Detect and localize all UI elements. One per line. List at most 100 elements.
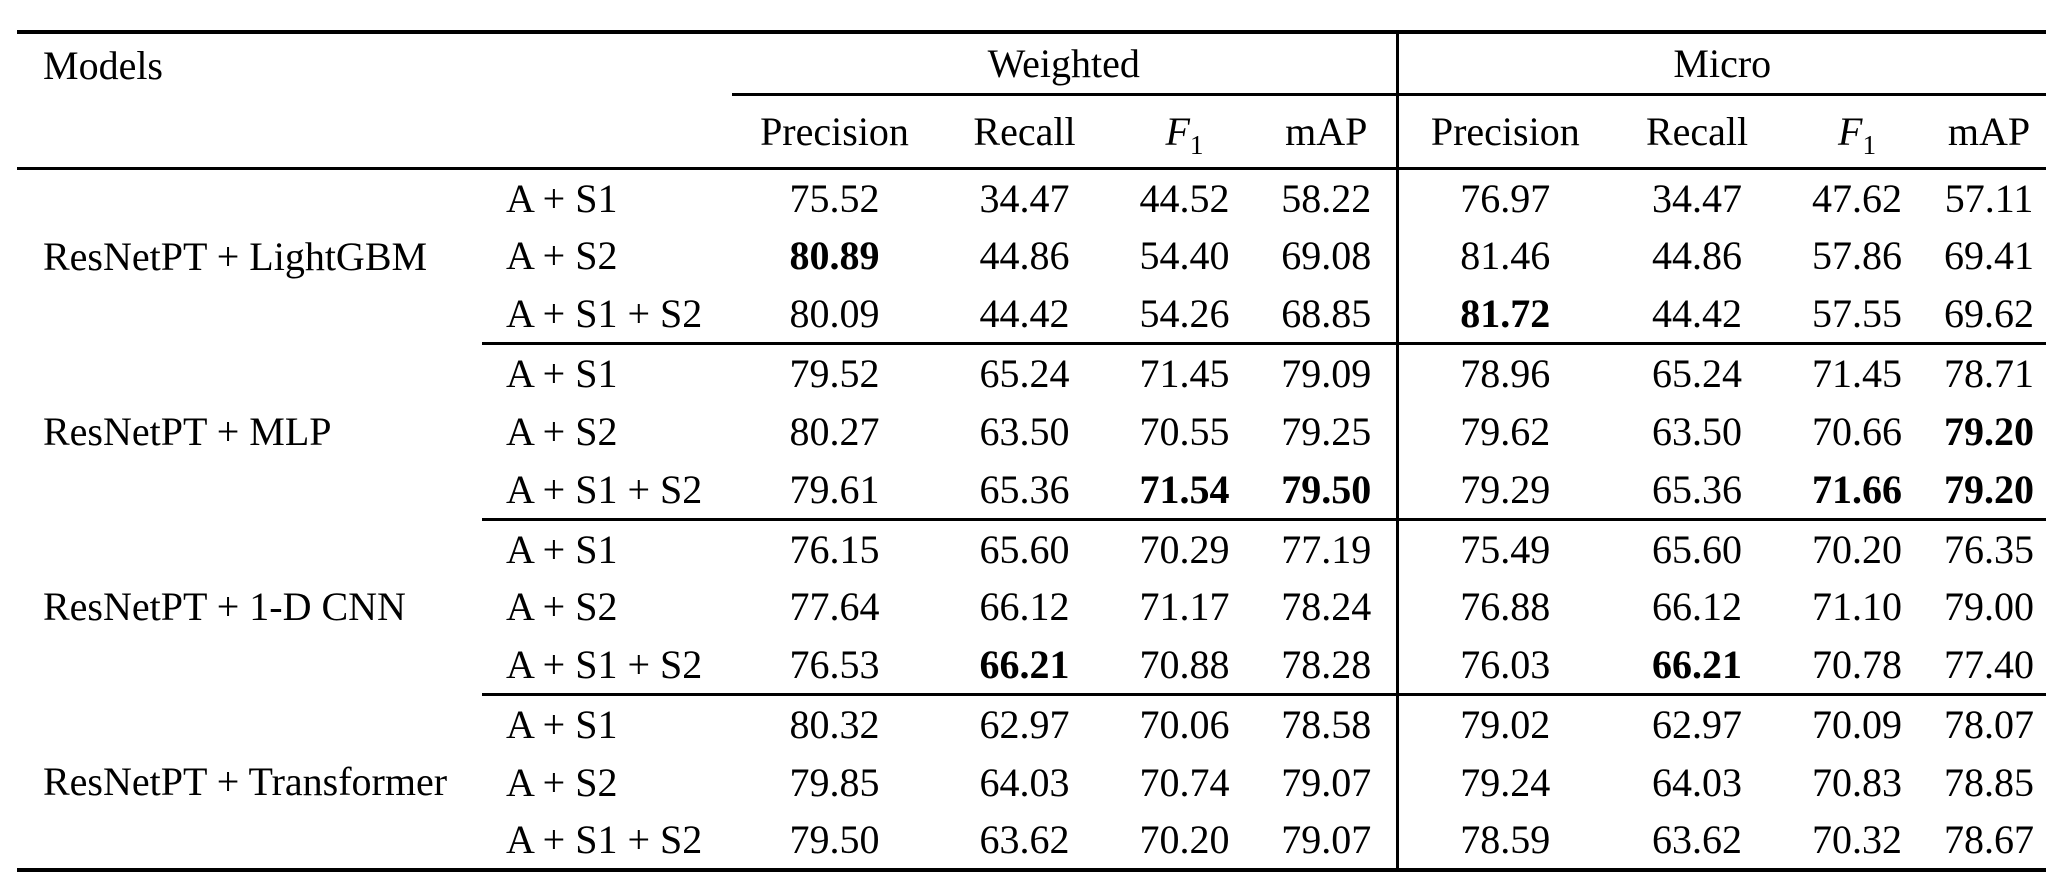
models-header: Models	[43, 43, 163, 88]
micro-precision-value: 79.02	[1395, 694, 1613, 753]
group-weighted-header: Weighted	[732, 32, 1398, 96]
weighted-f1-value: 71.45	[1139, 351, 1230, 396]
metric-header-weighted-f1: F1	[1112, 94, 1257, 170]
weighted-f1-value: 71.54	[1112, 460, 1257, 521]
feature-set: A + S1	[506, 351, 618, 396]
table-row: A + S1 + S2 79.61 65.36 71.54 79.50 79.29 65.3…	[17, 460, 2047, 521]
weighted-precision-value: 79.61	[732, 460, 937, 521]
feature-set: A + S2	[506, 584, 618, 630]
micro-recall-value: 66.12	[1652, 584, 1743, 630]
feature-set: A + S1 + S2	[506, 817, 703, 863]
micro-map-value: 79.00	[1944, 584, 2035, 630]
weighted-precision-value: 80.27	[789, 408, 880, 454]
micro-precision-value: 78.96	[1395, 343, 1613, 402]
table-row: ResNetPT + MLP A + S1 79.52 65.24 71.45 79.09…	[17, 343, 2046, 454]
weighted-recall-value: 66.12	[979, 584, 1070, 630]
table-row: A + S2 80.27 63.50 70.55 79.25 79.62 63.50 70.6…	[17, 402, 2046, 461]
feature-set: A + S1	[506, 526, 618, 572]
micro-f1-value: 70.09	[1812, 702, 1903, 747]
weighted-precision-value: 79.52	[789, 351, 880, 396]
micro-precision-value: 81.72	[1395, 285, 1613, 345]
weighted-recall-value: 44.86	[979, 233, 1070, 279]
weighted-map-value: 78.24	[1281, 584, 1372, 630]
weighted-precision-value: 76.15	[789, 526, 880, 572]
weighted-map-value: 79.25	[1281, 408, 1372, 454]
feature-set: A + S1 + S2	[482, 285, 732, 345]
model-name: ResNetPT + MLP	[43, 408, 332, 454]
metric-header-micro-recall: Recall	[1612, 94, 1783, 170]
micro-f1-value: 71.66	[1782, 460, 1933, 521]
micro-recall-value: 34.47	[1652, 175, 1743, 221]
header-group-row: Models Weighted Micro	[17, 32, 2047, 96]
micro-map-value: 69.41	[1944, 233, 2035, 279]
micro-recall-value: 62.97	[1652, 702, 1743, 747]
metric-f-subscript: 1	[1189, 129, 1204, 160]
micro-precision-value: 79.24	[1395, 753, 1613, 812]
metric-header-micro-f1: F1	[1782, 94, 1933, 170]
table-row: A + S2 80.89 44.86 54.40 69.08 81.46 44.86 57.8…	[17, 226, 2046, 285]
micro-f1-value: 70.83	[1812, 759, 1903, 805]
weighted-precision-value: 77.64	[789, 584, 880, 630]
weighted-map-value: 79.09	[1281, 351, 1372, 396]
micro-recall-value: 63.50	[1652, 408, 1743, 454]
weighted-f1-value: 70.74	[1139, 759, 1230, 805]
micro-map-value: 77.40	[1932, 636, 2047, 696]
table-row: A + S1 + S2 79.50 63.62 70.20 79.07 78.59 63.6…	[17, 811, 2046, 870]
micro-f1-value: 70.20	[1812, 526, 1903, 572]
micro-f1-value: 70.66	[1812, 408, 1903, 454]
weighted-map-value: 58.22	[1281, 175, 1372, 221]
weighted-recall-value: 65.60	[979, 526, 1070, 572]
weighted-recall-value: 65.24	[979, 351, 1070, 396]
micro-recall-value: 64.03	[1652, 759, 1743, 805]
micro-precision-value: 81.46	[1395, 226, 1613, 285]
weighted-recall-value: 62.97	[979, 702, 1070, 747]
micro-map-value: 78.85	[1944, 759, 2035, 805]
model-name: ResNetPT + 1-D CNN	[43, 584, 406, 630]
micro-f1-value: 57.55	[1782, 285, 1933, 345]
model-name: ResNetPT + Transformer	[43, 758, 448, 804]
header-metrics-row: Precision Recall F1 mAP Precision Recall F1 mAP	[17, 94, 2047, 170]
micro-precision-value: 76.97	[1395, 168, 1613, 227]
weighted-recall-value: 63.62	[979, 817, 1070, 863]
weighted-precision-value: 75.52	[789, 175, 880, 221]
table-header: Models Weighted Micro Precision Recall F1 mAP P…	[17, 32, 2047, 170]
weighted-f1-value: 70.29	[1139, 526, 1230, 572]
weighted-map-value: 79.07	[1281, 759, 1372, 805]
metric-header-weighted-recall: Recall	[937, 94, 1112, 170]
feature-set: A + S2	[506, 759, 618, 805]
micro-map-value: 78.71	[1944, 351, 2035, 396]
micro-map-value: 78.07	[1944, 702, 2035, 747]
metric-header-micro-map: mAP	[1932, 94, 2047, 170]
micro-f1-value: 47.62	[1812, 175, 1903, 221]
weighted-precision-value: 79.85	[789, 759, 880, 805]
micro-f1-value: 70.32	[1812, 817, 1903, 863]
table-row: A + S2 77.64 66.12 71.17 78.24 76.88 66.12 71.1…	[17, 577, 2046, 636]
weighted-map-value: 68.85	[1257, 285, 1398, 345]
weighted-f1-value: 54.26	[1112, 285, 1257, 345]
table-row: ResNetPT + LightGBM A + S1 75.52 34.47 44.52…	[17, 168, 2046, 279]
metric-f-label: F	[1838, 108, 1863, 154]
weighted-f1-value: 71.17	[1139, 584, 1230, 630]
micro-f1-value: 71.10	[1812, 584, 1903, 630]
table-row: A + S1 + S2 80.09 44.42 54.26 68.85 81.72 44.4…	[17, 285, 2047, 345]
weighted-f1-value: 70.55	[1139, 408, 1230, 454]
weighted-f1-value: 70.20	[1139, 817, 1230, 863]
weighted-precision-value: 80.89	[789, 233, 880, 279]
feature-set: A + S2	[506, 233, 618, 279]
micro-recall-value: 63.62	[1652, 817, 1743, 863]
feature-set: A + S1	[506, 175, 618, 221]
weighted-recall-value: 66.21	[937, 636, 1112, 696]
feature-set: A + S2	[506, 408, 618, 454]
micro-map-value: 79.20	[1944, 408, 2035, 454]
micro-f1-value: 70.78	[1782, 636, 1933, 696]
micro-map-value: 69.62	[1932, 285, 2047, 345]
table-row: ResNetPT + Transformer A + S1 80.32 62.97 70…	[17, 694, 2046, 804]
weighted-f1-value: 44.52	[1139, 175, 1230, 221]
micro-map-value: 79.20	[1932, 460, 2047, 521]
feature-set: A + S1 + S2	[482, 636, 732, 696]
feature-set: A + S1 + S2	[482, 460, 732, 521]
weighted-map-value: 77.19	[1281, 526, 1372, 572]
table-row: A + S1 + S2 76.53 66.21 70.88 78.28 76.03 66.2…	[17, 636, 2047, 696]
micro-recall-value: 65.36	[1612, 460, 1783, 521]
